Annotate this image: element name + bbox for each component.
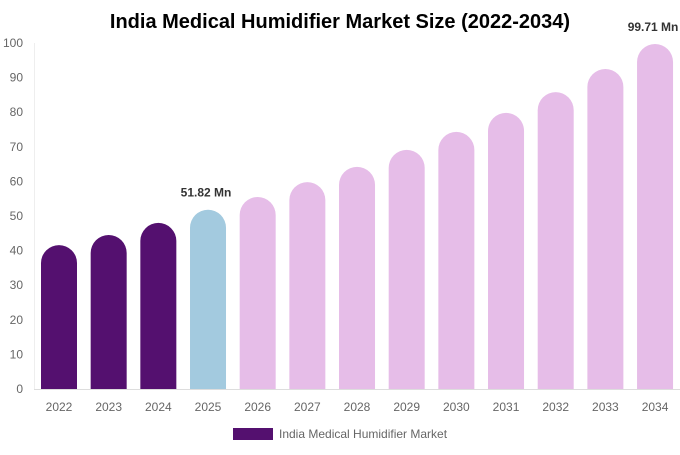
legend-swatch (233, 428, 273, 440)
x-tick-label: 2023 (95, 400, 122, 414)
y-tick-label: 0 (16, 382, 23, 396)
y-tick-label: 90 (10, 71, 24, 85)
x-tick-label: 2030 (443, 400, 470, 414)
x-tick-label: 2033 (592, 400, 619, 414)
bar-2022[interactable] (41, 245, 77, 389)
x-tick-label: 2024 (145, 400, 172, 414)
bar-2028[interactable] (339, 166, 376, 389)
chart-title: India Medical Humidifier Market Size (20… (110, 11, 570, 33)
bar-2025[interactable] (190, 209, 227, 389)
x-tick-label: 2034 (642, 400, 669, 414)
y-tick-label: 80 (10, 105, 24, 119)
data-label: 51.82 Mn (181, 186, 232, 200)
y-tick-label: 40 (10, 244, 24, 258)
y-tick-label: 70 (10, 140, 24, 154)
y-tick-label: 30 (10, 278, 24, 292)
data-label: 99.71 Mn (628, 20, 679, 34)
bar-2027[interactable] (289, 182, 326, 389)
x-tick-label: 2032 (542, 400, 569, 414)
y-tick-label: 60 (10, 174, 24, 188)
x-tick-label: 2031 (493, 400, 520, 414)
bar-2024[interactable] (140, 222, 177, 389)
x-tick-label: 2028 (344, 400, 371, 414)
bar-2034[interactable] (637, 44, 674, 390)
x-tick-label: 2027 (294, 400, 321, 414)
x-tick-label: 2029 (393, 400, 420, 414)
bar-2030[interactable] (438, 131, 475, 389)
x-tick-label: 2025 (195, 400, 222, 414)
y-tick-label: 100 (3, 36, 23, 50)
bar-2023[interactable] (90, 235, 127, 389)
y-tick-label: 50 (10, 209, 24, 223)
x-tick-label: 2022 (46, 400, 73, 414)
legend[interactable]: India Medical Humidifier Market (233, 427, 448, 441)
legend-label: India Medical Humidifier Market (279, 427, 448, 441)
x-tick-label: 2026 (244, 400, 271, 414)
bar-2033[interactable] (587, 68, 624, 389)
y-tick-label: 20 (10, 313, 24, 327)
bar-2032[interactable] (537, 92, 574, 389)
bar-2026[interactable] (239, 196, 276, 389)
bar-2031[interactable] (488, 112, 525, 390)
bar-2029[interactable] (388, 149, 425, 389)
y-tick-label: 10 (10, 347, 24, 361)
